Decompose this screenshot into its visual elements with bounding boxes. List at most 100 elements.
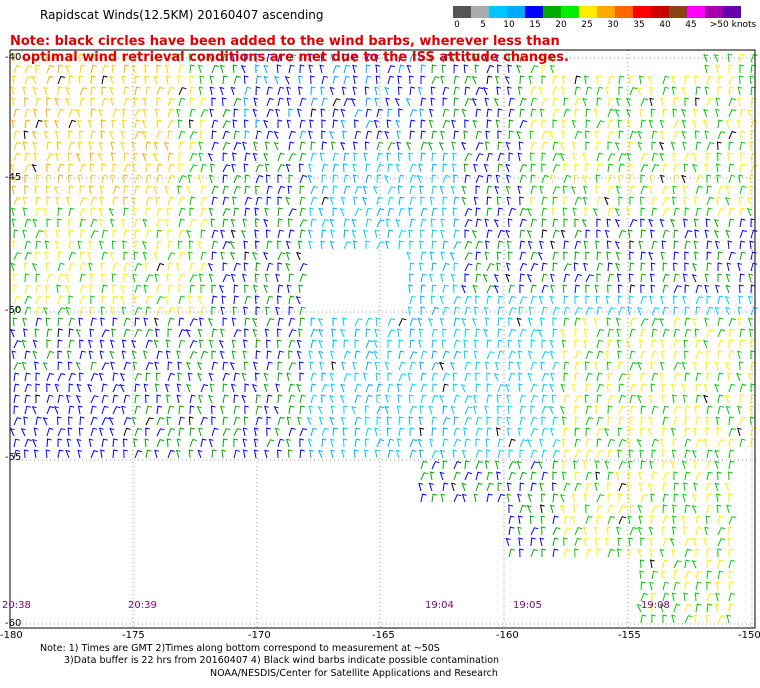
wind-barb (607, 395, 616, 404)
wind-barb (728, 318, 737, 327)
wind-barb (255, 185, 260, 195)
wind-barb (351, 405, 357, 415)
wind-barb (352, 86, 358, 96)
wind-barb (442, 383, 449, 393)
wind-barb (606, 218, 612, 228)
wind-barb (13, 449, 21, 459)
wind-barb (453, 383, 458, 393)
wind-barb (517, 526, 523, 536)
wind-barb (560, 86, 566, 96)
wind-barb (430, 295, 436, 305)
wind-barb (717, 185, 726, 195)
wind-barb (317, 317, 323, 327)
wind-barb (330, 229, 336, 239)
wind-barb (695, 339, 702, 349)
wind-barb (156, 97, 162, 107)
wind-barb (669, 538, 675, 547)
wind-barb (46, 163, 51, 173)
wind-barb (186, 185, 192, 195)
wind-barb (132, 361, 138, 371)
wind-barb (506, 240, 512, 250)
wind-barb (607, 515, 615, 525)
wind-barb (46, 339, 52, 349)
wind-barb (35, 383, 41, 392)
wind-barb (33, 427, 39, 437)
wind-barb (431, 416, 438, 426)
wind-barb (684, 471, 691, 481)
wind-barb (629, 219, 638, 228)
wind-barb (617, 350, 623, 360)
wind-barb (46, 350, 54, 360)
wind-barb (574, 273, 582, 283)
wind-barb (134, 53, 139, 63)
wind-barb (65, 306, 71, 316)
wind-barb (693, 482, 699, 492)
wind-barb (155, 53, 161, 63)
wind-barb (332, 207, 338, 217)
wind-barb (145, 274, 154, 283)
wind-barb (376, 174, 382, 184)
wind-barb (431, 450, 440, 459)
wind-barb (57, 86, 63, 96)
wind-barb (618, 306, 626, 316)
wind-barb (220, 405, 225, 415)
wind-barb (121, 53, 127, 63)
wind-barb (286, 284, 292, 294)
wind-barb (266, 262, 274, 272)
wind-barb (418, 328, 424, 338)
wind-barb (57, 438, 63, 448)
wind-barb (453, 241, 462, 250)
wind-barb (354, 130, 362, 140)
wind-barb (12, 240, 17, 250)
wind-barb (662, 592, 670, 602)
wind-barb (343, 229, 349, 239)
wind-barb (373, 119, 379, 129)
wind-barb (475, 175, 484, 184)
wind-barb (441, 64, 447, 74)
wind-barb (508, 119, 514, 129)
wind-barb (46, 174, 52, 184)
wind-barb (420, 152, 426, 162)
wind-barb (736, 372, 742, 382)
wind-barb (308, 405, 314, 415)
wind-barb (45, 317, 51, 327)
wind-barb (78, 427, 84, 437)
wind-barb (46, 394, 54, 404)
wind-barb (265, 174, 271, 184)
wind-barb (145, 449, 152, 459)
wind-barb (255, 405, 263, 415)
wind-barb (297, 416, 302, 426)
wind-barb (364, 449, 369, 459)
wind-barb (307, 174, 313, 184)
wind-barb (596, 450, 605, 459)
wind-barb (134, 317, 140, 327)
wind-barb (189, 340, 198, 349)
wind-barb (717, 439, 726, 448)
wind-barb (662, 493, 669, 503)
wind-barb (200, 196, 208, 206)
wind-barb (618, 505, 627, 514)
wind-barb (651, 141, 657, 150)
wind-barb (541, 64, 547, 74)
wind-barb (739, 152, 746, 162)
wind-barb (331, 361, 337, 371)
wind-barb (318, 207, 324, 217)
wind-barb (285, 196, 291, 206)
wind-barb (420, 383, 428, 393)
wind-barb (109, 75, 115, 85)
wind-barb (691, 504, 697, 514)
wind-barb (662, 482, 669, 492)
wind-barb (486, 416, 492, 426)
wind-barb (198, 273, 204, 283)
wind-barb (670, 141, 676, 151)
wind-barb (143, 383, 149, 393)
wind-barb (11, 185, 17, 195)
wind-barb (541, 372, 550, 382)
wind-barb (200, 262, 208, 272)
wind-barb (453, 262, 459, 272)
wind-barb (670, 383, 676, 393)
wind-barb (519, 218, 527, 228)
wind-barb (353, 152, 358, 162)
wind-barb (57, 75, 66, 85)
wind-barb (321, 163, 329, 173)
